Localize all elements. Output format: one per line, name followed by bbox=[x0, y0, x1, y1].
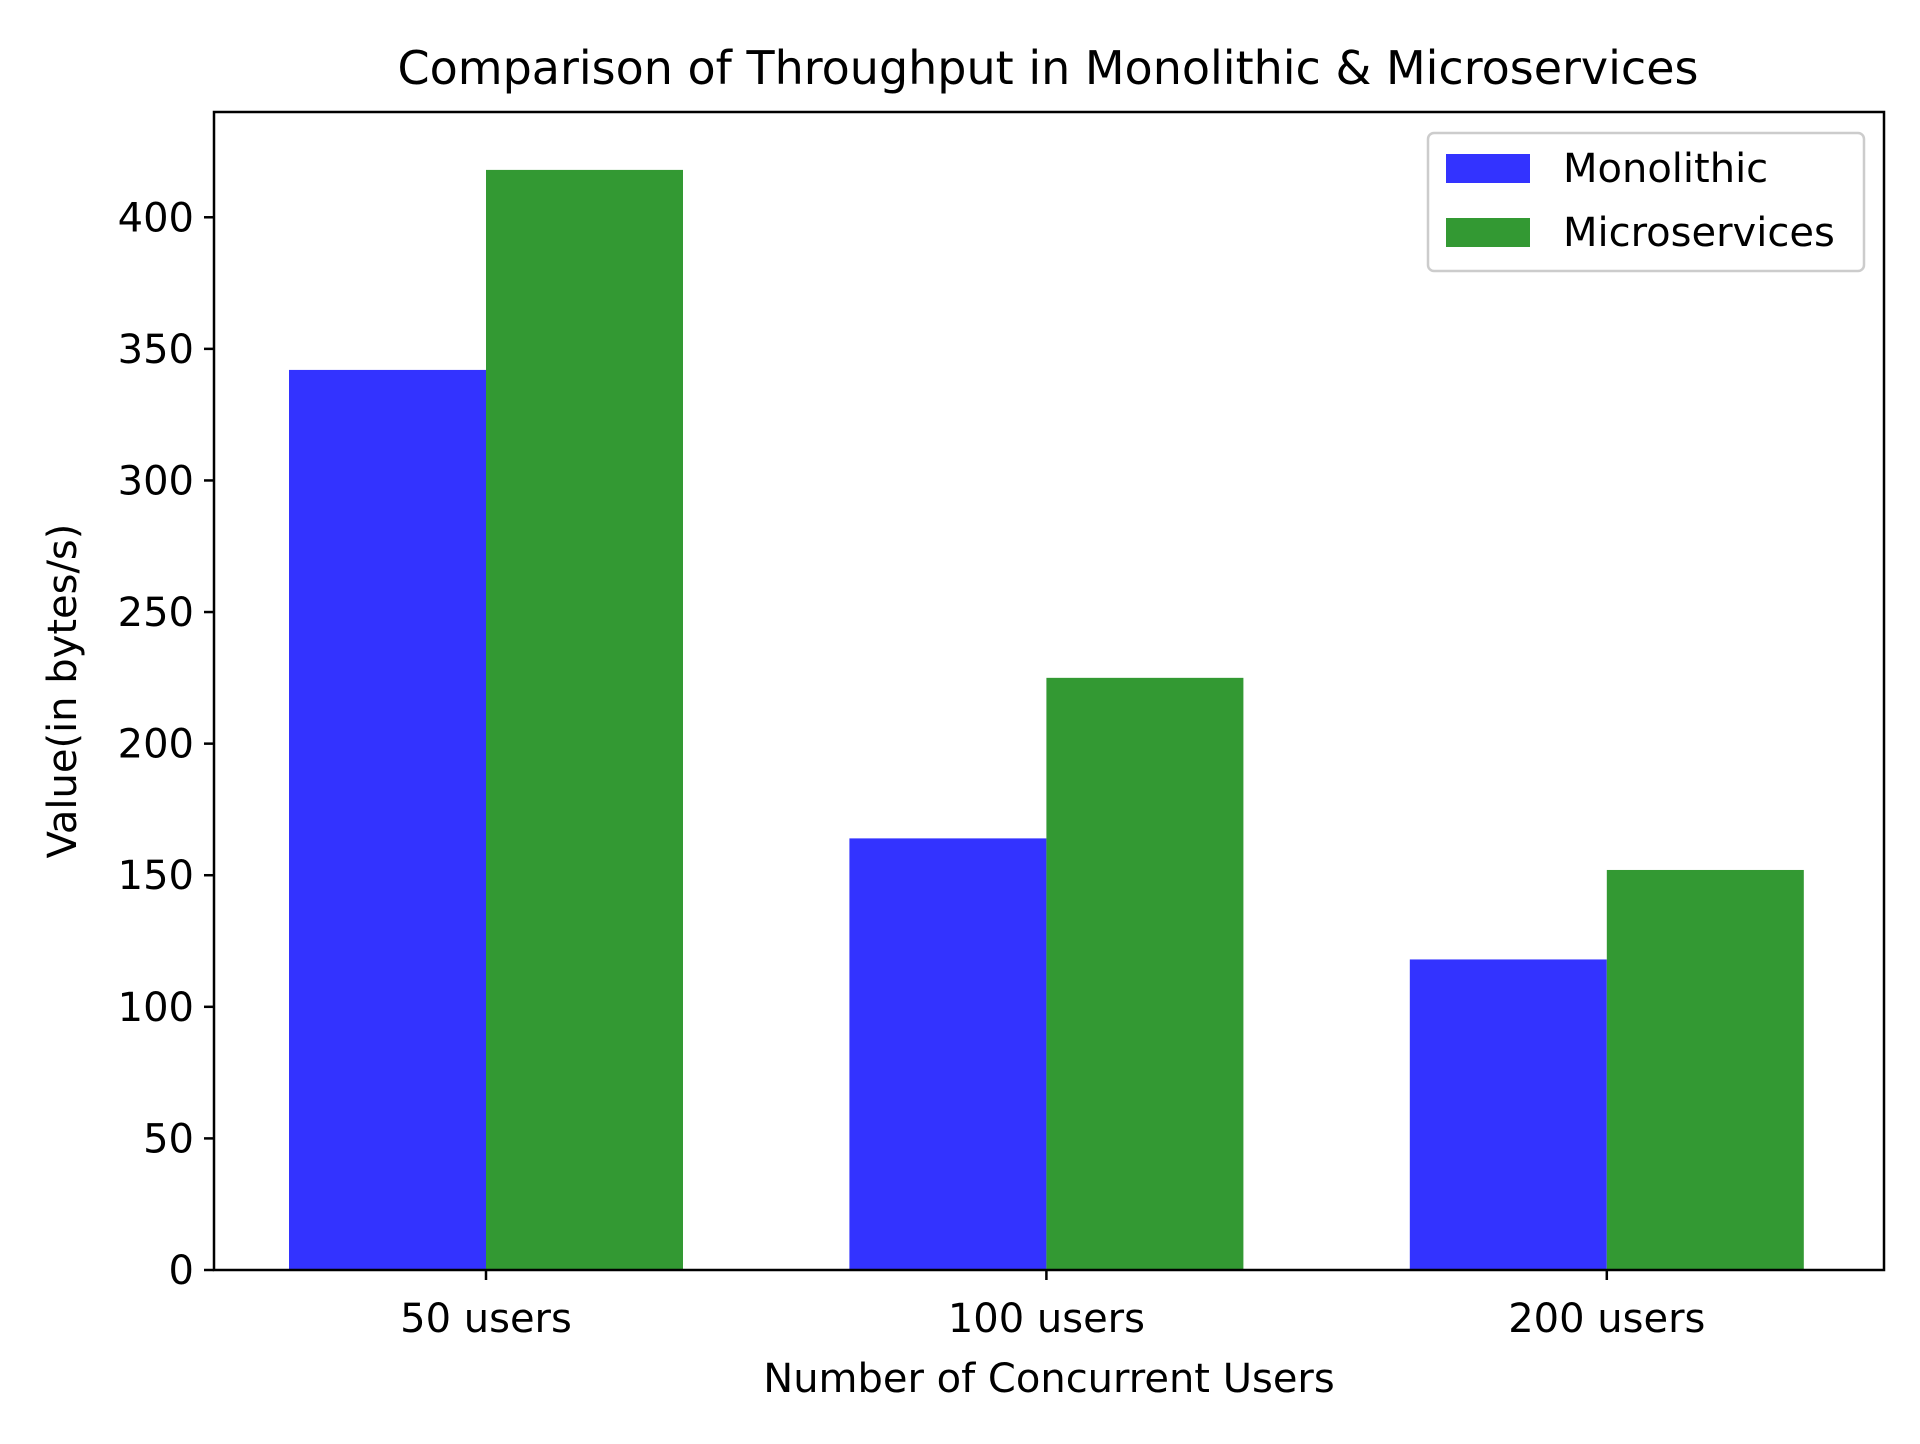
x-tick-label: 100 users bbox=[948, 1296, 1145, 1342]
y-tick-label: 0 bbox=[169, 1248, 194, 1294]
y-tick-label: 50 bbox=[143, 1116, 194, 1162]
bar-monolithic-1 bbox=[289, 369, 486, 1270]
legend-swatch-monolithic bbox=[1446, 154, 1530, 183]
legend: Monolithic Microservices bbox=[1426, 131, 1866, 273]
bar-microservices-2 bbox=[1046, 677, 1244, 1270]
bar-monolithic-3 bbox=[1409, 959, 1607, 1270]
x-axis: 50 users 100 users 200 users bbox=[400, 1270, 1705, 1342]
bar-microservices-3 bbox=[1606, 869, 1804, 1270]
y-tick-label: 150 bbox=[118, 853, 194, 899]
y-tick-label: 200 bbox=[118, 722, 194, 768]
bar-monolithic-2 bbox=[849, 838, 1047, 1270]
legend-label-microservices: Microservices bbox=[1563, 210, 1835, 256]
y-tick-label: 100 bbox=[118, 985, 194, 1031]
y-tick-label: 250 bbox=[118, 590, 194, 636]
y-tick-label: 350 bbox=[118, 327, 194, 373]
bars-layer bbox=[289, 169, 1804, 1270]
x-axis-label: Number of Concurrent Users bbox=[763, 1356, 1334, 1402]
y-tick-label: 300 bbox=[118, 458, 194, 504]
legend-label-monolithic: Monolithic bbox=[1563, 146, 1768, 192]
legend-swatch-microservices bbox=[1446, 218, 1530, 247]
bar-microservices-1 bbox=[486, 169, 683, 1270]
y-axis: 0 50 100 150 200 250 300 350 400 bbox=[118, 195, 214, 1294]
legend-box bbox=[1426, 131, 1866, 273]
y-tick-label: 400 bbox=[118, 195, 194, 241]
x-tick-label: 200 users bbox=[1508, 1296, 1705, 1342]
y-axis-label: Value(in bytes/s) bbox=[40, 524, 86, 859]
chart-title: Comparison of Throughput in Monolithic &… bbox=[398, 41, 1699, 95]
plot-area-frame bbox=[212, 110, 1886, 1272]
x-tick-label: 50 users bbox=[400, 1296, 572, 1342]
